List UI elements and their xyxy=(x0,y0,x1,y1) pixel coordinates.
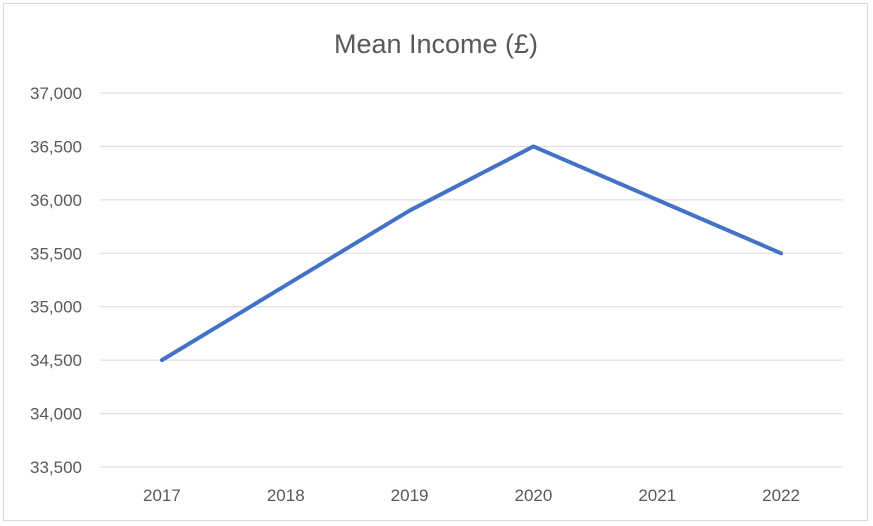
chart-title: Mean Income (£) xyxy=(334,29,538,59)
x-tick-label: 2020 xyxy=(515,486,553,505)
x-axis-tick-labels: 2017 2018 2019 2020 2021 2022 xyxy=(143,486,800,505)
series-group xyxy=(159,144,784,363)
y-tick-label: 33,500 xyxy=(30,458,82,477)
y-tick-label: 35,500 xyxy=(30,244,82,263)
x-tick-label: 2017 xyxy=(143,486,181,505)
x-tick-label: 2022 xyxy=(762,486,800,505)
y-tick-label: 34,500 xyxy=(30,351,82,370)
gridlines xyxy=(100,92,843,468)
x-tick-label: 2019 xyxy=(391,486,429,505)
y-tick-label: 36,000 xyxy=(30,191,82,210)
y-tick-label: 37,000 xyxy=(30,84,82,103)
x-tick-label: 2018 xyxy=(267,486,305,505)
chart-frame xyxy=(3,3,868,521)
y-tick-label: 35,000 xyxy=(30,298,82,317)
x-tick-label: 2021 xyxy=(638,486,676,505)
y-tick-label: 36,500 xyxy=(30,137,82,156)
y-tick-label: 34,000 xyxy=(30,405,82,424)
y-axis-tick-labels: 33,500 34,000 34,500 35,000 35,500 36,000 36,5… xyxy=(30,84,82,477)
series-line xyxy=(159,144,784,363)
